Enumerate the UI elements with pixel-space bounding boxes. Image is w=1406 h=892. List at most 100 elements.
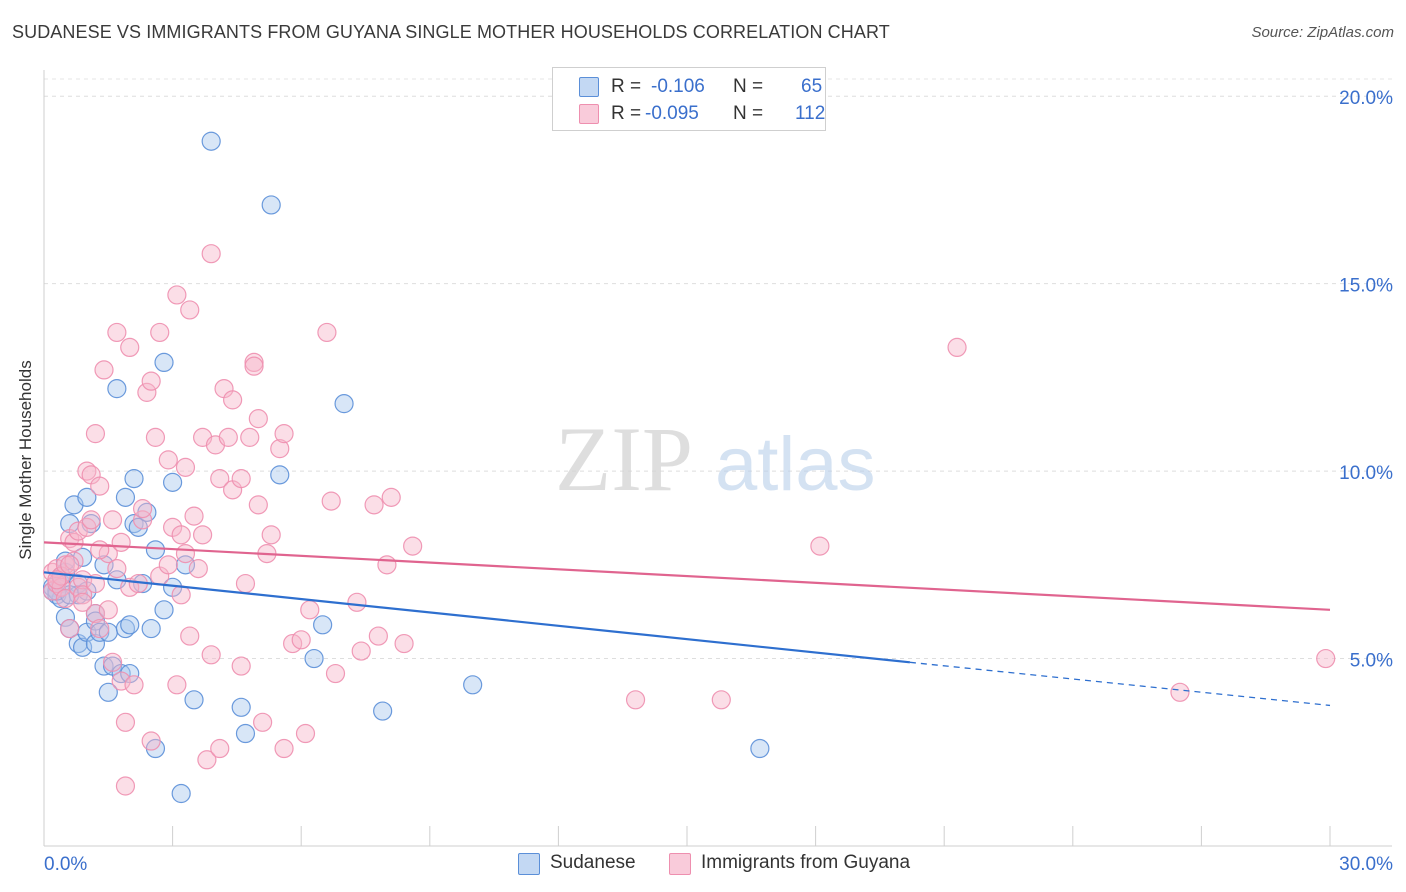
legend-r-value-guyana: -0.095 <box>645 103 699 124</box>
point-guyana-93 <box>325 663 346 684</box>
y-tick-label-1: 10.0% <box>1339 463 1393 484</box>
point-guyana-107 <box>1316 648 1336 669</box>
point-sudanese-42 <box>154 352 174 373</box>
point-guyana-95 <box>351 641 371 661</box>
trend-line-guyana <box>43 541 1331 611</box>
point-sudanese-48 <box>201 131 221 151</box>
point-sudanese-58 <box>750 738 770 759</box>
point-guyana-90 <box>300 600 320 620</box>
point-sudanese-45 <box>171 783 191 804</box>
axes <box>43 70 1392 847</box>
point-guyana-49 <box>158 450 178 470</box>
point-sudanese-28 <box>107 379 127 399</box>
point-guyana-89 <box>295 723 316 744</box>
point-guyana-60 <box>188 558 208 579</box>
point-sudanese-30 <box>115 487 136 507</box>
point-guyana-79 <box>248 409 268 429</box>
point-guyana-96 <box>364 495 384 515</box>
data-points <box>42 131 1336 804</box>
point-guyana-43 <box>141 371 161 391</box>
point-sudanese-6 <box>55 607 76 627</box>
point-sudanese-62 <box>120 615 140 635</box>
point-sudanese-52 <box>270 465 290 485</box>
point-guyana-44 <box>141 731 161 751</box>
y-tick-label-0: 5.0% <box>1350 651 1393 672</box>
point-guyana-97 <box>368 626 388 646</box>
point-guyana-29 <box>102 652 123 672</box>
point-guyana-52 <box>167 285 187 305</box>
point-guyana-74 <box>231 656 251 676</box>
point-guyana-35 <box>115 776 136 796</box>
y-axis-label: Single Mother Households <box>16 360 35 560</box>
point-guyana-31 <box>107 558 127 579</box>
point-guyana-99 <box>381 487 401 507</box>
point-guyana-108 <box>47 570 67 590</box>
point-sudanese-44 <box>163 472 183 492</box>
point-guyana-78 <box>244 356 264 376</box>
point-guyana-83 <box>261 525 281 545</box>
y-tick-label-2: 15.0% <box>1339 276 1393 297</box>
point-guyana-15 <box>72 585 93 605</box>
point-guyana-103 <box>711 690 731 710</box>
point-guyana-80 <box>248 495 268 515</box>
point-guyana-61 <box>193 525 213 545</box>
point-guyana-20 <box>85 424 106 444</box>
y-tick-labels: 5.0% 10.0% 15.0% 20.0% <box>1339 88 1393 671</box>
point-sudanese-15 <box>77 487 97 507</box>
point-guyana-25 <box>94 360 114 380</box>
point-guyana-33 <box>111 671 131 691</box>
point-guyana-57 <box>180 300 200 320</box>
point-sudanese-34 <box>124 469 144 489</box>
point-guyana-67 <box>210 738 230 759</box>
legend-swatch-sudanese <box>579 77 599 97</box>
correlation-legend: R = -0.106 N = 65 R = -0.095 N = 112 <box>552 67 826 131</box>
legend-r-label: R = <box>611 103 642 124</box>
point-guyana-111 <box>90 540 110 560</box>
point-guyana-36 <box>120 337 140 358</box>
point-guyana-94 <box>347 592 367 612</box>
bottom-legend-swatch-guyana <box>669 853 691 875</box>
point-guyana-56 <box>175 543 196 564</box>
point-guyana-65 <box>201 244 221 264</box>
y-axis-label-wrap: Single Mother Households <box>16 261 36 559</box>
point-sudanese-39 <box>145 540 166 560</box>
point-guyana-47 <box>150 322 170 343</box>
point-guyana-98 <box>377 555 397 575</box>
x-tick-label-1: 30.0% <box>1339 854 1393 875</box>
point-guyana-85 <box>274 424 294 444</box>
point-guyana-58 <box>180 626 200 646</box>
point-guyana-91 <box>317 322 337 343</box>
point-guyana-76 <box>240 427 260 447</box>
point-guyana-84 <box>270 439 290 459</box>
point-guyana-81 <box>253 712 273 732</box>
point-guyana-45 <box>145 427 166 447</box>
point-sudanese-57 <box>463 675 483 695</box>
point-guyana-22 <box>85 603 106 624</box>
bottom-legend-swatch-sudanese <box>518 853 540 875</box>
legend-n-label: N = <box>733 103 764 124</box>
point-guyana-38 <box>124 675 144 695</box>
point-sudanese-25 <box>98 682 118 702</box>
point-guyana-28 <box>102 510 123 530</box>
point-guyana-73 <box>231 469 251 489</box>
point-guyana-102 <box>625 690 646 710</box>
point-guyana-100 <box>394 633 414 654</box>
watermark-atlas: atlas <box>715 422 876 507</box>
trend-lines <box>43 541 1331 707</box>
point-guyana-23 <box>90 476 110 496</box>
point-guyana-55 <box>175 457 196 477</box>
bottom-legend-label-sudanese: Sudanese <box>550 852 636 873</box>
point-guyana-101 <box>403 536 423 556</box>
point-sudanese-55 <box>334 394 354 414</box>
legend-n-value-sudanese: 65 <box>801 76 823 97</box>
chart-title: SUDANESE VS IMMIGRANTS FROM GUYANA SINGL… <box>12 22 890 42</box>
chart-source: Source: ZipAtlas.com <box>1251 24 1394 41</box>
point-sudanese-54 <box>313 615 333 635</box>
point-guyana-53 <box>171 585 191 605</box>
watermark: ZIP atlas <box>555 408 876 510</box>
point-guyana-59 <box>184 506 204 526</box>
point-guyana-68 <box>210 469 230 489</box>
point-sudanese-50 <box>235 723 256 744</box>
point-guyana-42 <box>137 382 157 402</box>
watermark-zip: ZIP <box>555 408 693 510</box>
